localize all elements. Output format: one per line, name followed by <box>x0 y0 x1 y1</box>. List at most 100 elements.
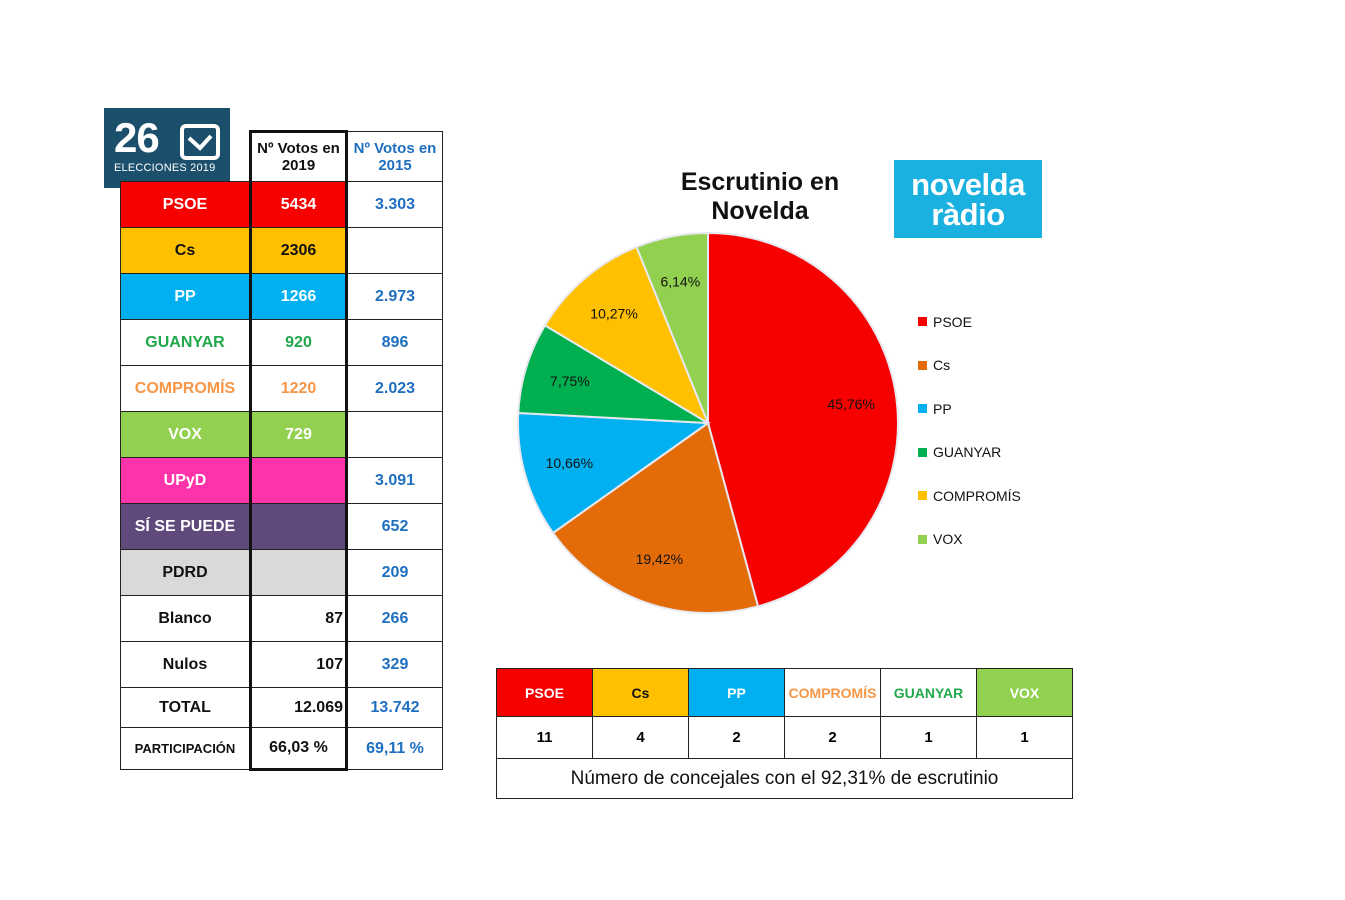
legend-label: GUANYAR <box>933 444 1002 461</box>
seats-value-pp: 2 <box>688 716 785 759</box>
party-label: Nulos <box>120 641 251 688</box>
results-table: Nº Votos en 2019 Nº Votos en 2015 PSOE 5… <box>120 130 443 771</box>
votes-2015: 3.303 <box>346 181 443 228</box>
votes-2015: 2.023 <box>346 365 443 412</box>
badge-number: 26 <box>114 114 160 161</box>
seats-value-guanyar: 1 <box>880 716 977 759</box>
votes-2015: 3.091 <box>346 457 443 504</box>
votes-2019: 87 <box>249 595 348 642</box>
row-pp: PP 1266 2.973 <box>120 273 443 320</box>
pie-slice-pp <box>517 411 711 535</box>
votes-2019: 920 <box>249 319 348 366</box>
votes-2019 <box>249 457 348 504</box>
row-vox: VOX 729 <box>120 411 443 458</box>
pie-slice-comprom-s <box>543 245 711 426</box>
row-pdrd: PDRD 209 <box>120 549 443 596</box>
party-label: PARTICIPACIÓN <box>120 727 251 770</box>
row-si-se-puede: SÍ SE PUEDE 652 <box>120 503 443 550</box>
seats-table: PSOE Cs PP COMPROMÍS GUANYAR VOX 11 4 2 … <box>496 668 1073 799</box>
row-compromis: COMPROMÍS 1220 2.023 <box>120 365 443 412</box>
seats-value-cs: 4 <box>592 716 689 759</box>
novelda-radio-logo: novelda ràdio <box>894 160 1042 238</box>
seats-value-vox: 1 <box>976 716 1073 759</box>
legend-item: VOX <box>918 518 1021 562</box>
header-empty-cell <box>121 132 251 182</box>
legend-swatch <box>918 404 927 414</box>
results-header-row: Nº Votos en 2019 Nº Votos en 2015 <box>121 130 443 182</box>
party-label: COMPROMÍS <box>120 365 251 412</box>
votes-2015: 329 <box>346 641 443 688</box>
votes-2019 <box>249 549 348 596</box>
legend-item: GUANYAR <box>918 431 1021 475</box>
row-blanco: Blanco 87 266 <box>120 595 443 642</box>
legend-label: Cs <box>933 357 951 374</box>
row-upyd: UPyD 3.091 <box>120 457 443 504</box>
seats-party-cs: Cs <box>592 668 689 717</box>
seats-values-row: 11 4 2 2 1 1 <box>496 716 1073 759</box>
votes-2019: 107 <box>249 641 348 688</box>
votes-2019: 12.069 <box>249 687 348 728</box>
seats-party-psoe: PSOE <box>496 668 593 717</box>
pie-data-label: 6,14% <box>660 273 700 289</box>
votes-2019: 2306 <box>249 227 348 274</box>
pie-data-label: 10,27% <box>590 305 637 321</box>
seats-party-vox: VOX <box>976 668 1073 717</box>
ballot-check-icon <box>180 124 220 160</box>
pie-data-label: 7,75% <box>550 373 590 389</box>
party-label: VOX <box>120 411 251 458</box>
legend-item: Cs <box>918 344 1021 388</box>
votes-2019 <box>249 503 348 550</box>
radio-logo-line2: ràdio <box>931 197 1005 232</box>
party-label: PSOE <box>120 181 251 228</box>
votes-2019: 1220 <box>249 365 348 412</box>
pie-data-label: 10,66% <box>546 455 593 471</box>
row-participacion: PARTICIPACIÓN 66,03 % 69,11 % <box>120 727 443 771</box>
seats-note-row: Número de concejales con el 92,31% de es… <box>496 758 1073 799</box>
votes-2015: 896 <box>346 319 443 366</box>
party-label: UPyD <box>120 457 251 504</box>
pie-chart: 45,76% 19,42% 10,66% 7,75% 10,27% 6,14% <box>517 231 899 614</box>
pie-slice-vox <box>635 231 709 424</box>
legend-swatch <box>918 491 927 501</box>
seats-value-psoe: 11 <box>496 716 593 759</box>
party-label: SÍ SE PUEDE <box>120 503 251 550</box>
pie-slice-psoe <box>707 231 899 608</box>
header-votes-2015: Nº Votos en 2015 <box>346 131 443 182</box>
seats-note: Número de concejales con el 92,31% de es… <box>496 758 1073 799</box>
votes-2015: 2.973 <box>346 273 443 320</box>
seats-party-guanyar: GUANYAR <box>880 668 977 717</box>
legend-swatch <box>918 317 927 327</box>
seats-party-pp: PP <box>688 668 785 717</box>
votes-2019: 1266 <box>249 273 348 320</box>
legend-label: PSOE <box>933 313 972 330</box>
chart-legend: PSOE Cs PP GUANYAR COMPROMÍS VOX <box>918 300 1021 561</box>
party-label: TOTAL <box>120 687 251 728</box>
legend-swatch <box>918 534 927 544</box>
legend-swatch <box>918 447 927 457</box>
legend-item: PSOE <box>918 300 1021 344</box>
votes-2015 <box>346 227 443 274</box>
legend-item: COMPROMÍS <box>918 474 1021 518</box>
pie-data-label: 19,42% <box>636 551 683 567</box>
votes-2019: 66,03 % <box>249 727 348 771</box>
legend-item: PP <box>918 387 1021 431</box>
legend-label: VOX <box>933 531 963 548</box>
votes-2019: 729 <box>249 411 348 458</box>
row-guanyar: GUANYAR 920 896 <box>120 319 443 366</box>
elections-badge: 26 ELECCIONES 2019 <box>104 108 230 188</box>
row-total: TOTAL 12.069 13.742 <box>120 687 443 728</box>
pie-slice-cs <box>551 421 760 614</box>
votes-2019: 5434 <box>249 181 348 228</box>
row-psoe: PSOE 5434 3.303 <box>120 181 443 228</box>
row-nulos: Nulos 107 329 <box>120 641 443 688</box>
votes-2015: 266 <box>346 595 443 642</box>
party-label: PDRD <box>120 549 251 596</box>
votes-2015: 652 <box>346 503 443 550</box>
votes-2015: 69,11 % <box>346 727 443 770</box>
votes-2015: 13.742 <box>346 687 443 728</box>
seats-party-compromis: COMPROMÍS <box>784 668 881 717</box>
seats-party-row: PSOE Cs PP COMPROMÍS GUANYAR VOX <box>496 668 1073 717</box>
party-label: Cs <box>120 227 251 274</box>
legend-label: PP <box>933 400 952 417</box>
row-cs: Cs 2306 <box>120 227 443 274</box>
